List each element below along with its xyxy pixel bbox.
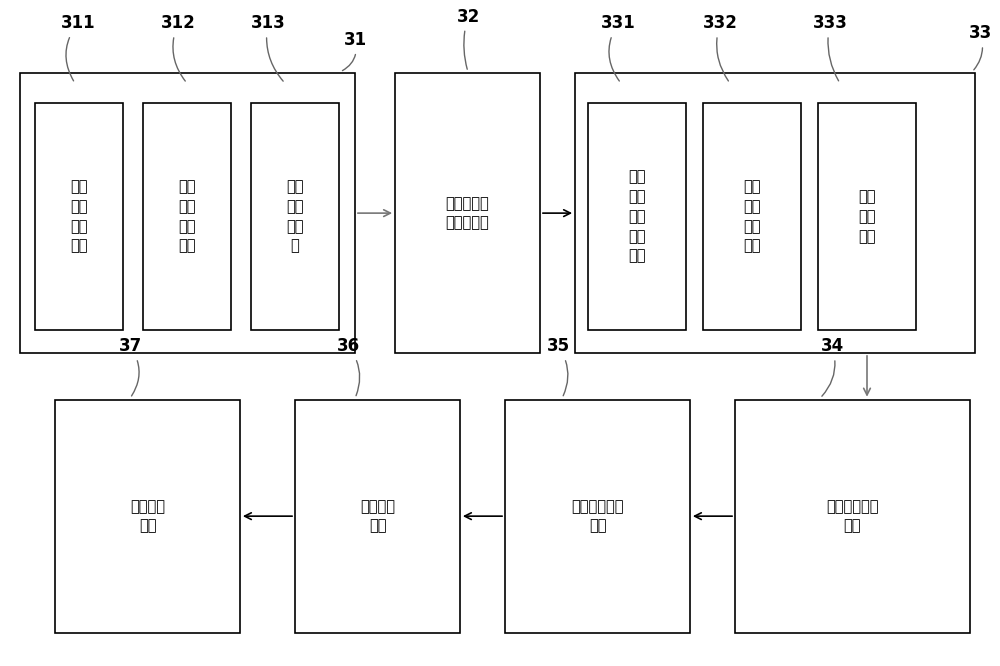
Text: 311: 311 (61, 14, 95, 81)
Bar (55, 400, 240, 633)
Text: 图像
合成
模块: 图像 合成 模块 (858, 189, 876, 244)
Text: 37: 37 (118, 337, 142, 396)
Bar (505, 400, 690, 633)
Text: 32: 32 (456, 7, 480, 69)
Text: 34: 34 (820, 337, 844, 396)
Bar (703, 103, 801, 330)
Bar (395, 73, 540, 353)
Bar (575, 73, 975, 353)
Bar (20, 73, 355, 353)
Text: 333: 333 (813, 14, 847, 81)
Bar (143, 103, 231, 330)
Bar (295, 400, 460, 633)
Text: 四色印刷
单元: 四色印刷 单元 (360, 499, 395, 533)
Text: 36: 36 (336, 337, 360, 396)
Text: 原始
序列
图像
输入
模块: 原始 序列 图像 输入 模块 (628, 169, 646, 264)
Text: 图像
序列
修改
模块: 图像 序列 修改 模块 (743, 179, 761, 254)
Text: 图像
参数
设置
模块: 图像 参数 设置 模块 (178, 179, 196, 254)
Bar (35, 103, 123, 330)
Text: 31: 31 (342, 31, 367, 71)
Text: 332: 332 (703, 14, 737, 81)
Text: 图像后期处理
单元: 图像后期处理 单元 (826, 499, 879, 533)
Text: 33: 33 (968, 24, 992, 70)
Text: 分辨
率计
算模
块: 分辨 率计 算模 块 (286, 179, 304, 254)
Text: 331: 331 (601, 14, 635, 81)
Bar (588, 103, 686, 330)
Text: 35: 35 (546, 337, 570, 396)
Bar (251, 103, 339, 330)
Text: 四色印版输出
单元: 四色印版输出 单元 (571, 499, 624, 533)
Text: 原始序列图
像设计单元: 原始序列图 像设计单元 (446, 196, 489, 230)
Text: 313: 313 (251, 14, 285, 81)
Bar (735, 400, 970, 633)
Text: 光栅观察
单元: 光栅观察 单元 (130, 499, 165, 533)
Text: 光栅
参数
设置
模块: 光栅 参数 设置 模块 (70, 179, 88, 254)
Text: 312: 312 (161, 14, 195, 81)
Bar (818, 103, 916, 330)
